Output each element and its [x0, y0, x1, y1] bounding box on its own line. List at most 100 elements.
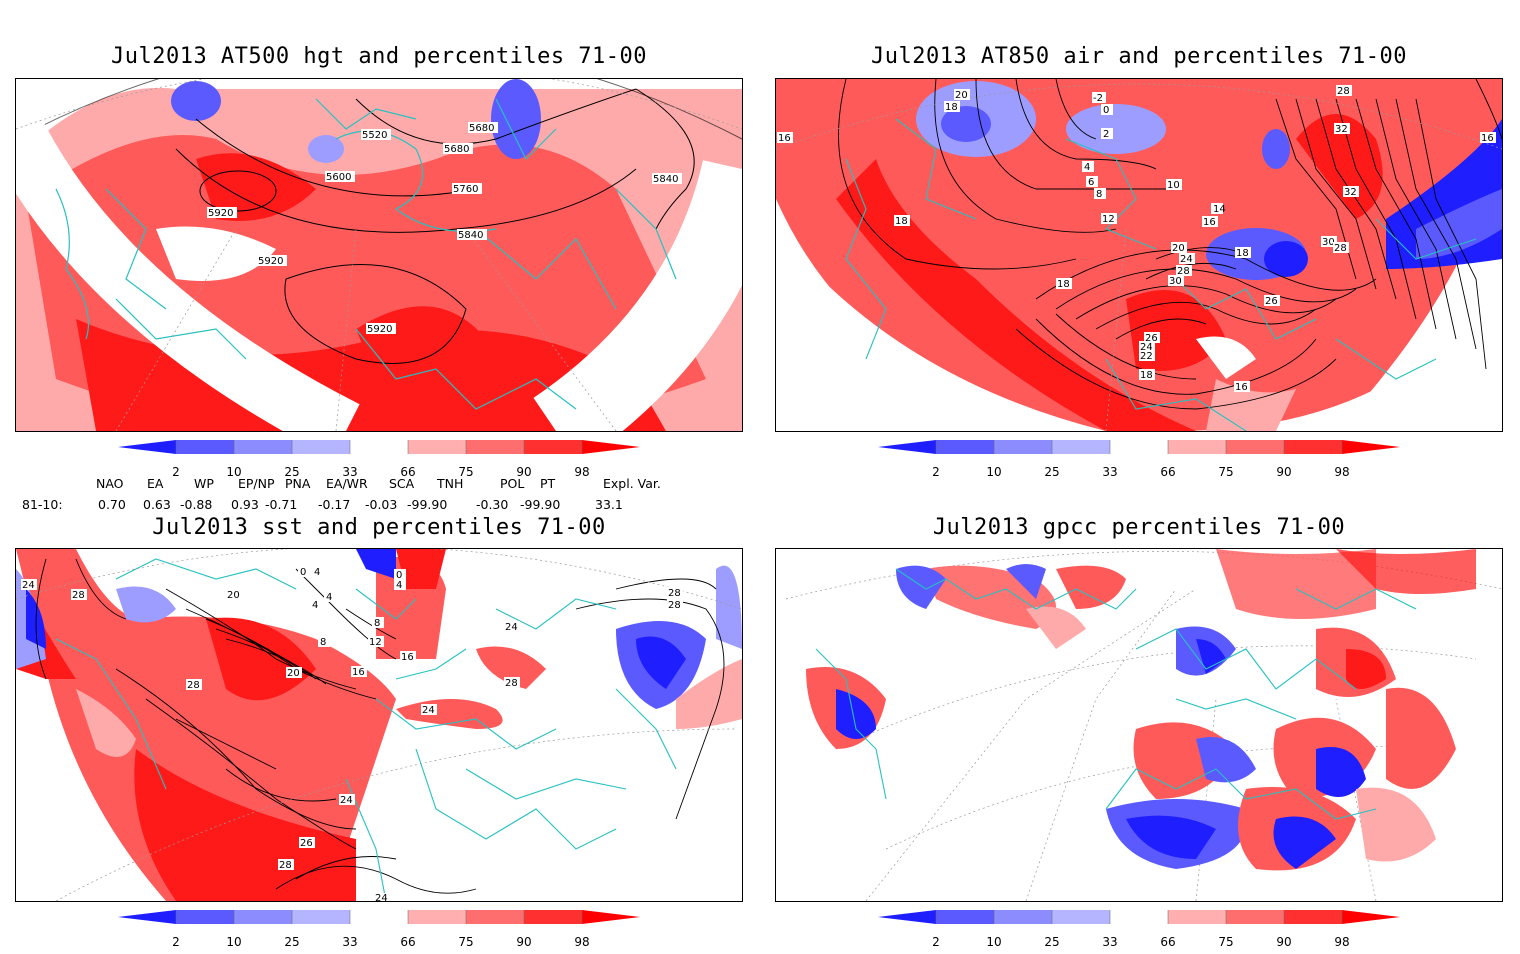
colorbar-segment: [1110, 440, 1168, 454]
colorbar-gpcc: 2 10 25 33 66 75 90 98: [878, 908, 1438, 954]
colorbar-segment: [408, 910, 466, 924]
contour-label: 4: [314, 567, 320, 578]
contour-label: 28: [1337, 86, 1350, 97]
colorbar-svg: [118, 440, 640, 454]
colorbar-tick-label: 75: [458, 465, 474, 479]
contour-label: 12: [369, 637, 382, 648]
colorbar-tick-label: 98: [574, 465, 590, 479]
colorbar-tick-label: 2: [932, 935, 940, 949]
colorbar-segment: [1284, 910, 1342, 924]
colorbar-segment: [582, 910, 640, 924]
tele-value: -0.17: [318, 497, 351, 512]
colorbar-tick-label: 75: [1218, 465, 1234, 479]
colorbar-tick-label: 66: [1160, 935, 1176, 949]
map-panel-sst: 24 28 20 0 4 4 0 4 8 8 12 16 16 20 24 24…: [15, 548, 743, 902]
contour-label: 12: [1102, 214, 1115, 225]
colorbar-tick-label: 66: [1160, 465, 1176, 479]
colorbar-tick-label: 66: [400, 935, 416, 949]
colorbar-segment: [1342, 910, 1400, 924]
contour-label: 30: [1169, 276, 1182, 287]
contour-label: 28: [72, 590, 85, 601]
contour-label: 16: [1235, 382, 1248, 393]
contour-label: 8: [320, 637, 326, 648]
colorbar-tick-label: 33: [1102, 465, 1118, 479]
tele-header: SCA: [389, 476, 415, 491]
tele-value: 33.1: [595, 497, 623, 512]
colorbar-svg: [118, 910, 640, 924]
contour-label: 26: [1145, 333, 1158, 344]
contour-label: 5760: [453, 184, 478, 195]
contour-label: 5840: [653, 174, 678, 185]
teleconnection-table: NAO EA WP EP/NP PNA EA/WR SCA TNH POL PT…: [0, 474, 760, 514]
colorbar-tick-label: 33: [342, 935, 358, 949]
colorbar-segment: [466, 440, 524, 454]
tele-header: PT: [540, 476, 556, 491]
tele-value: -99.90: [520, 497, 561, 512]
colorbar-segment: [176, 910, 234, 924]
tele-header: NAO: [96, 476, 124, 491]
contour-label: 5680: [444, 144, 469, 155]
colorbar-segment: [234, 910, 292, 924]
colorbar-tick-label: 25: [284, 935, 300, 949]
contour-label: 20: [1172, 243, 1185, 254]
map-panel-gpcc: [775, 548, 1503, 902]
colorbar-tick-label: 25: [284, 465, 300, 479]
contour-label: 24: [1180, 254, 1193, 265]
contour-label: 16: [778, 133, 791, 144]
contour-label: 28: [1177, 266, 1190, 277]
contour-label: 24: [340, 795, 353, 806]
contour-label: 32: [1335, 124, 1348, 135]
panel-title-hgt: Jul2013 AT500 hgt and percentiles 71-00: [110, 44, 648, 69]
contour-label: 5920: [367, 324, 392, 335]
contour-label: -2: [1093, 93, 1103, 104]
contour-label: 2: [1103, 129, 1109, 140]
tele-value: 0.93: [231, 497, 259, 512]
contour-label: 5680: [469, 123, 494, 134]
contour-label: 0: [396, 570, 402, 581]
colorbar-segment: [350, 440, 408, 454]
colorbar-segment: [1110, 910, 1168, 924]
colorbar-air: 2 10 25 33 66 75 90 98: [878, 438, 1438, 484]
contour-label: 4: [396, 580, 402, 591]
colorbar-tick-label: 66: [400, 465, 416, 479]
tele-value: -0.71: [265, 497, 298, 512]
colorbar-segment: [234, 440, 292, 454]
colorbar-tick-label: 2: [172, 935, 180, 949]
colorbar-tick-label: 75: [1218, 935, 1234, 949]
contour-label: 4: [1084, 162, 1090, 173]
colorbar-tick-label: 10: [986, 465, 1002, 479]
colorbar-segment: [878, 910, 936, 924]
contour-label: 8: [1096, 189, 1102, 200]
contour-label: 16: [1203, 217, 1216, 228]
colorbar-segment: [994, 910, 1052, 924]
contour-label: 5520: [362, 130, 387, 141]
colorbar-segment: [936, 910, 994, 924]
colorbar-tick-label: 10: [226, 935, 242, 949]
colorbar-sst: 2 10 25 33 66 75 90 98: [118, 908, 678, 954]
colorbar-segment: [118, 440, 176, 454]
contour-label: 5920: [208, 208, 233, 219]
colorbar-segment: [878, 440, 936, 454]
contour-label: 24: [505, 622, 518, 633]
tele-header: PNA: [285, 476, 311, 491]
contour-label: 20: [955, 90, 968, 101]
tele-header: Expl. Var.: [603, 476, 661, 491]
contour-label: 5840: [458, 230, 483, 241]
colorbar-segment: [1052, 440, 1110, 454]
colorbar-tick-label: 33: [342, 465, 358, 479]
contour-label: 16: [352, 667, 365, 678]
contour-label: 18: [945, 102, 958, 113]
contour-label: 28: [187, 680, 200, 691]
map-panel-hgt: 5520 5680 5680 5600 5760 5840 5840 5920 …: [15, 78, 743, 432]
colorbar-segment: [408, 440, 466, 454]
tele-value: -99.90: [407, 497, 448, 512]
map-panel-air: 18 20 -2 0 2 4 6 8 10 12 14 16 16 16 18 …: [775, 78, 1503, 432]
colorbar-segment: [994, 440, 1052, 454]
colorbar-tick-label: 75: [458, 935, 474, 949]
contour-label: 26: [1265, 296, 1278, 307]
colorbar-tick-label: 2: [172, 465, 180, 479]
contour-label: 14: [1213, 204, 1226, 215]
tele-header: EA: [147, 476, 164, 491]
colorbar-svg: [878, 440, 1400, 454]
contour-label: 8: [374, 618, 380, 629]
